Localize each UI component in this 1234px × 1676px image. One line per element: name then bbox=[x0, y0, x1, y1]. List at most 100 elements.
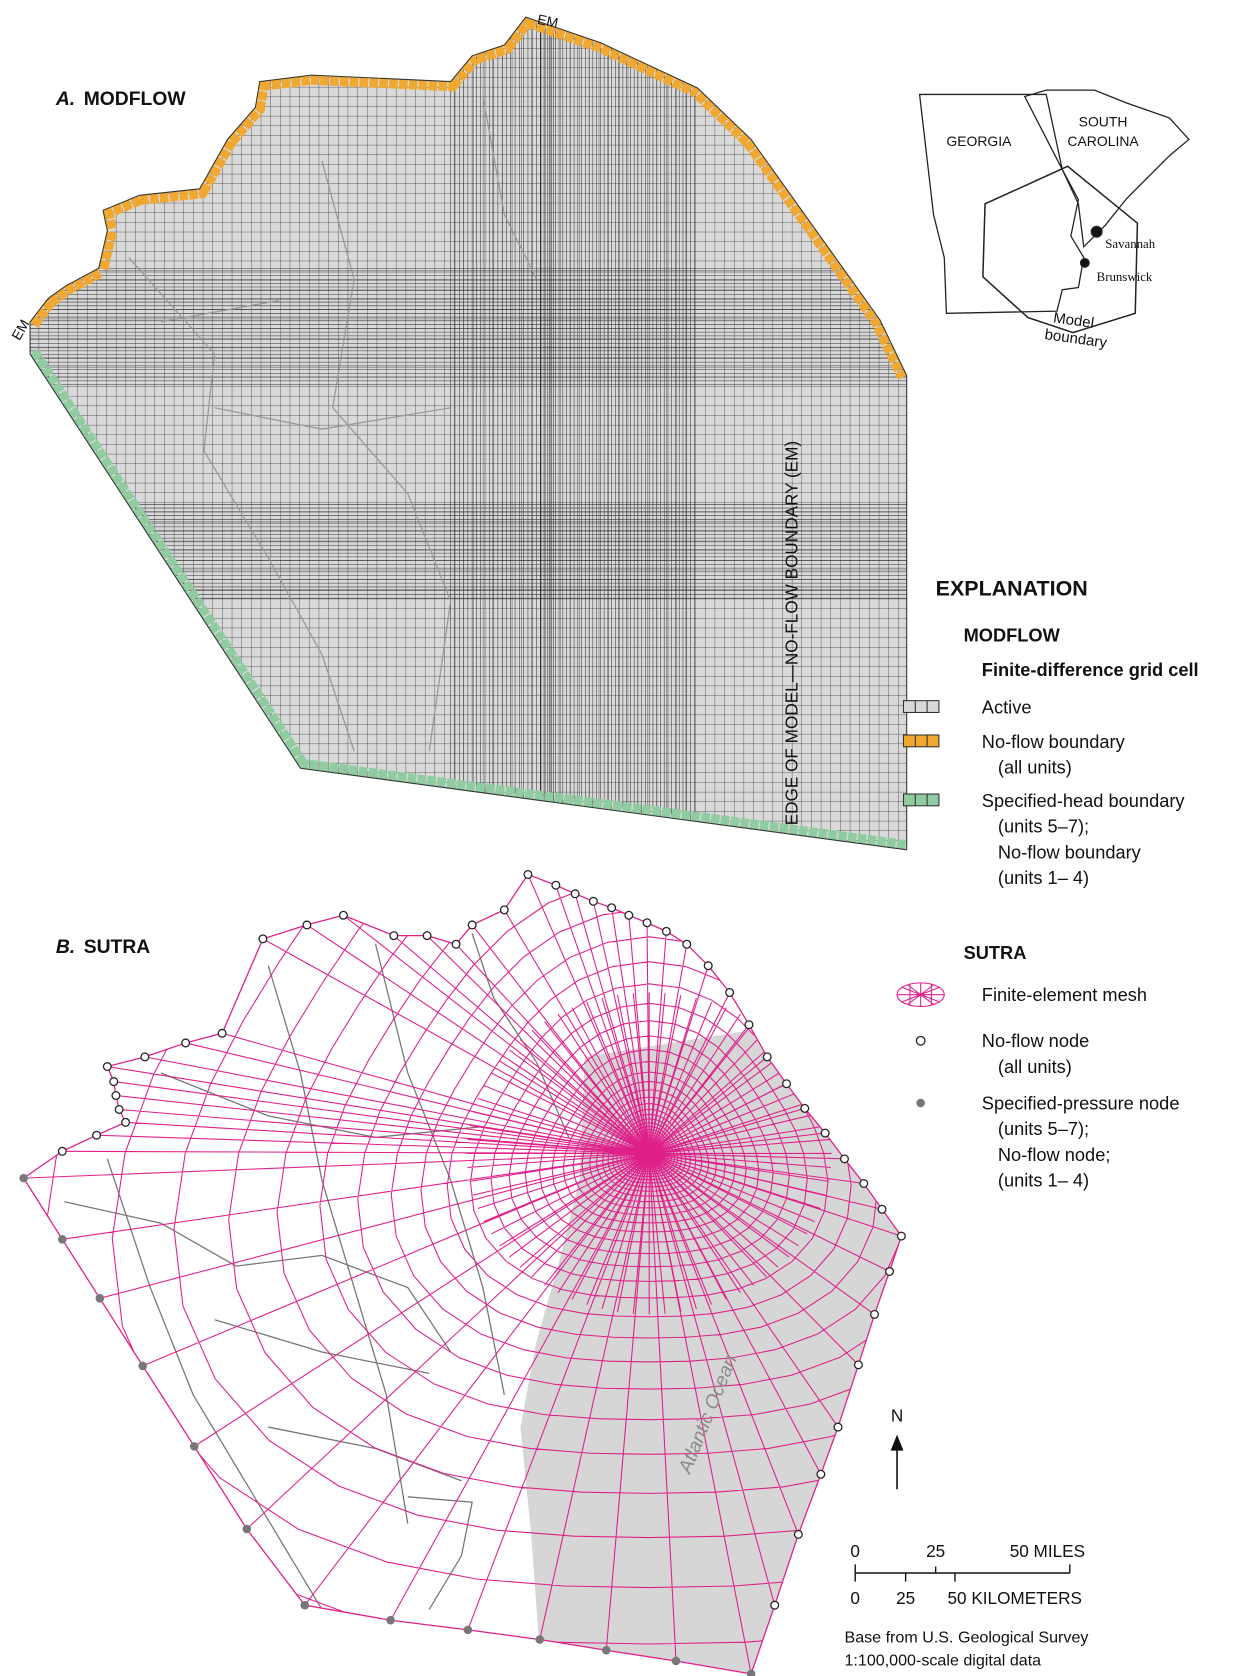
legend-text: Specified-head boundary bbox=[982, 790, 1186, 811]
finite-element-mesh bbox=[23, 874, 902, 1674]
noflow-node bbox=[422, 931, 432, 941]
state-label: SOUTH bbox=[1079, 114, 1128, 130]
legend-text: (units 5–7); bbox=[998, 816, 1089, 837]
grid-outline bbox=[29, 16, 908, 851]
pressure-node bbox=[95, 1294, 105, 1303]
pressure-node bbox=[19, 1173, 28, 1183]
legend-text: No-flow boundary bbox=[998, 841, 1142, 862]
state-label: CAROLINA bbox=[1067, 133, 1139, 149]
legend-text: Finite-element mesh bbox=[982, 984, 1147, 1005]
noflow-node bbox=[607, 903, 617, 913]
scale-bar bbox=[854, 1564, 1071, 1582]
legend-text: (units 1– 4) bbox=[998, 1170, 1089, 1191]
scale-label: 50 MILES bbox=[1010, 1541, 1085, 1561]
edge-label: EDGE OF MODEL—NO-FLOW BOUNDARY (EM) bbox=[781, 441, 801, 825]
noflow-node bbox=[624, 910, 634, 920]
city-label: Savannah bbox=[1105, 237, 1156, 251]
noflow-node bbox=[523, 869, 533, 879]
swatch-pressure-node bbox=[916, 1098, 925, 1108]
scale-label: 25 bbox=[896, 1588, 915, 1608]
legend-heading: SUTRA bbox=[964, 942, 1027, 963]
noflow-node bbox=[744, 1020, 754, 1030]
noflow-node bbox=[793, 1529, 803, 1539]
noflow-node bbox=[762, 1052, 772, 1062]
city-dot bbox=[1079, 257, 1090, 268]
noflow-node bbox=[258, 934, 268, 944]
legend-text: No-flow node bbox=[982, 1030, 1089, 1051]
noflow-node bbox=[111, 1091, 121, 1101]
noflow-node bbox=[833, 1422, 843, 1432]
city-label: Brunswick bbox=[1097, 270, 1153, 284]
north-label: N bbox=[891, 1406, 903, 1426]
inset-label: boundary bbox=[1044, 326, 1109, 352]
pressure-node bbox=[601, 1645, 611, 1655]
noflow-node bbox=[102, 1062, 112, 1072]
refined-grid bbox=[30, 17, 907, 850]
noflow-node bbox=[820, 1128, 830, 1138]
noflow-node bbox=[877, 1204, 887, 1214]
noflow-node bbox=[570, 889, 580, 899]
swatch-head bbox=[902, 793, 940, 807]
noflow-node bbox=[109, 1077, 119, 1087]
scale-label: 50 KILOMETERS bbox=[947, 1588, 1081, 1608]
state-label: GEORGIA bbox=[946, 133, 1012, 149]
swatch-active bbox=[902, 700, 940, 713]
noflow-node bbox=[302, 920, 312, 930]
legend-text: No-flow node; bbox=[998, 1144, 1111, 1165]
legend-text: (all units) bbox=[998, 1056, 1072, 1077]
explanation-title: EXPLANATION bbox=[936, 577, 1088, 601]
noflow-node bbox=[57, 1146, 67, 1156]
scale-label: 25 bbox=[926, 1541, 945, 1561]
explanation: EXPLANATION MODFLOW Finite-difference gr… bbox=[896, 577, 1199, 1191]
swatch-noflow-node bbox=[915, 1035, 926, 1046]
legend-heading: MODFLOW bbox=[964, 625, 1061, 646]
noflow-node bbox=[725, 988, 735, 998]
legend-text: Specified-pressure node bbox=[982, 1092, 1180, 1113]
edge-marker: EM bbox=[8, 317, 32, 343]
noflow-node bbox=[588, 896, 598, 906]
pressure-node bbox=[746, 1669, 756, 1676]
scale-label: 0 bbox=[850, 1588, 860, 1608]
noflow-node bbox=[839, 1154, 849, 1164]
county-lines bbox=[64, 933, 570, 1610]
source-note: Base from U.S. Geological Survey bbox=[844, 1629, 1088, 1647]
noflow-node bbox=[499, 905, 509, 915]
panel-label: A. MODFLOW bbox=[55, 89, 187, 110]
noflow-node bbox=[181, 1038, 191, 1048]
swatch-noflow bbox=[902, 734, 940, 748]
legend-text: (units 1– 4) bbox=[998, 867, 1089, 888]
noflow-node bbox=[703, 961, 713, 971]
noflow-node bbox=[661, 926, 671, 936]
pressure-node bbox=[535, 1635, 545, 1644]
noflow-node bbox=[885, 1266, 895, 1276]
noflow-node bbox=[217, 1028, 227, 1038]
georgia-outline bbox=[918, 93, 1085, 314]
noflow-node bbox=[451, 939, 461, 949]
pressure-node bbox=[671, 1656, 681, 1666]
noflow-node bbox=[853, 1360, 863, 1370]
noflow-node bbox=[782, 1079, 792, 1089]
edge-marker: EM bbox=[536, 11, 560, 31]
noflow-node bbox=[859, 1178, 869, 1189]
noflow-node bbox=[896, 1231, 906, 1241]
pressure-node bbox=[300, 1600, 310, 1610]
noflow-node bbox=[467, 920, 477, 930]
legend-subheading: Finite-difference grid cell bbox=[982, 659, 1199, 680]
legend-text: Active bbox=[982, 697, 1032, 718]
inset-label: Model bbox=[1052, 309, 1095, 332]
noflow-node bbox=[121, 1117, 131, 1127]
noflow-node bbox=[92, 1130, 102, 1140]
legend-text: (units 5–7); bbox=[998, 1118, 1089, 1139]
inset-map bbox=[918, 89, 1190, 334]
panel-title: SUTRA bbox=[84, 937, 151, 958]
pressure-node bbox=[242, 1524, 252, 1534]
noflow-node bbox=[642, 918, 652, 928]
city-dot bbox=[1090, 225, 1103, 238]
pressure-node bbox=[386, 1615, 395, 1625]
noflow-node bbox=[682, 939, 692, 949]
panel-letter: A. bbox=[55, 89, 75, 110]
legend-text: (all units) bbox=[998, 757, 1072, 778]
county-lines bbox=[128, 96, 538, 752]
panel-letter: B. bbox=[56, 937, 75, 958]
